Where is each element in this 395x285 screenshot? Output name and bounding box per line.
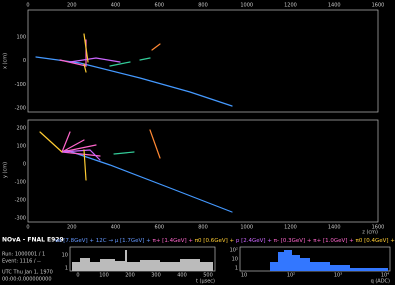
track [149,129,161,159]
x-tick-label: 800 [198,3,208,9]
y-tick-label: 200 [16,126,26,132]
y-tick-label: 100 [16,144,26,150]
interaction-term: π- [0.3GeV] + [272,238,312,244]
x-tick-label: 300 [151,273,161,279]
side-tracks [39,129,233,213]
x-tick-label: 10 [241,273,247,279]
y-tick-label: -200 [15,198,26,204]
event-info: 00:00:0.000000000 [2,277,52,283]
x-tick-label: 600 [154,225,164,231]
y-tick-label: -200 [15,106,26,112]
event-info: UTC Thu Jan 1, 1970 [2,270,53,276]
y-tick-label: 10 [62,253,68,259]
track [113,151,135,155]
event-info: Event: 1116 / -- [2,259,41,265]
y-tick-label: 0 [23,162,26,168]
y-tick-label: 1 [65,266,68,272]
x-tick-label: 1400 [328,225,341,231]
y-tick-label: -100 [15,82,26,88]
x-tick-label: 1000 [240,225,253,231]
x-tick-label: 10⁴ [381,273,389,279]
track [39,131,87,181]
x-tick-label: 1200 [284,3,297,9]
interaction-term: π0 [0.4GeV] + [354,238,395,244]
x-axis-label: z (cm) [362,230,378,236]
charge-hist-bars [270,250,388,271]
x-tick-label: 200 [125,273,135,279]
x-tick-label: 1600 [372,3,385,9]
track [83,33,89,73]
x-tick-label: 500 [203,273,213,279]
x-tick-label: 1400 [328,3,341,9]
x-tick-label: 400 [111,225,121,231]
interaction-formula: νe [7.8GeV] + 12C → μ [1.7GeV] + π+ [1.4… [55,238,395,244]
interaction-term: π0 [0.6GeV] + [193,238,235,244]
x-tick-label: 0 [76,273,79,279]
track [61,131,101,157]
x-tick-label: 10³ [334,273,342,279]
x-tick-label: 800 [198,225,208,231]
x-tick-label: 1600 [372,225,385,231]
time-hist-bars [72,250,213,271]
x-tick-label: 200 [67,3,77,9]
x-tick-label: 400 [177,273,187,279]
track [151,43,161,51]
x-tick-label: 400 [111,3,121,9]
y-tick-label: -300 [15,216,26,222]
x-tick-label: 100 [99,273,109,279]
x-tick-label: 1000 [240,3,253,9]
y-tick-label: 10² [230,248,238,254]
y-tick-label: 10 [232,257,238,263]
interaction-term: π+ [1.0GeV] + [312,238,355,244]
x-tick-label: 0 [26,3,29,9]
detector-title: NOvA - FNAL E929 [2,237,64,244]
y-axis-label: y (cm) [3,162,9,178]
interaction-term: p [2.4GeV] + [234,238,272,244]
x-tick-label: 1200 [284,225,297,231]
event-info: Run: 1000001 / 1 [2,252,45,258]
x-axis-label: q (ADC) [371,279,390,285]
x-axis-label: t (μsec) [196,279,215,285]
x-tick-label: 0 [26,225,29,231]
interaction-term: νe [7.8GeV] + [55,238,94,244]
x-tick-label: 200 [67,225,77,231]
top-tracks [35,33,233,107]
track [69,57,121,63]
y-tick-label: 0 [23,58,26,64]
side-view-frame [27,119,379,223]
y-tick-label: 100 [16,35,26,41]
interaction-term: 12C → μ [1.7GeV] + [94,238,151,244]
muon-track [65,149,233,213]
y-tick-label: -100 [15,180,26,186]
track [61,149,101,161]
y-tick-label: 1 [235,266,238,272]
x-tick-label: 10² [287,273,295,279]
track [109,57,151,67]
interaction-term: π+ [1.4GeV] + [151,238,194,244]
y-axis-label: x (cm) [3,53,9,69]
x-tick-label: 600 [154,3,164,9]
